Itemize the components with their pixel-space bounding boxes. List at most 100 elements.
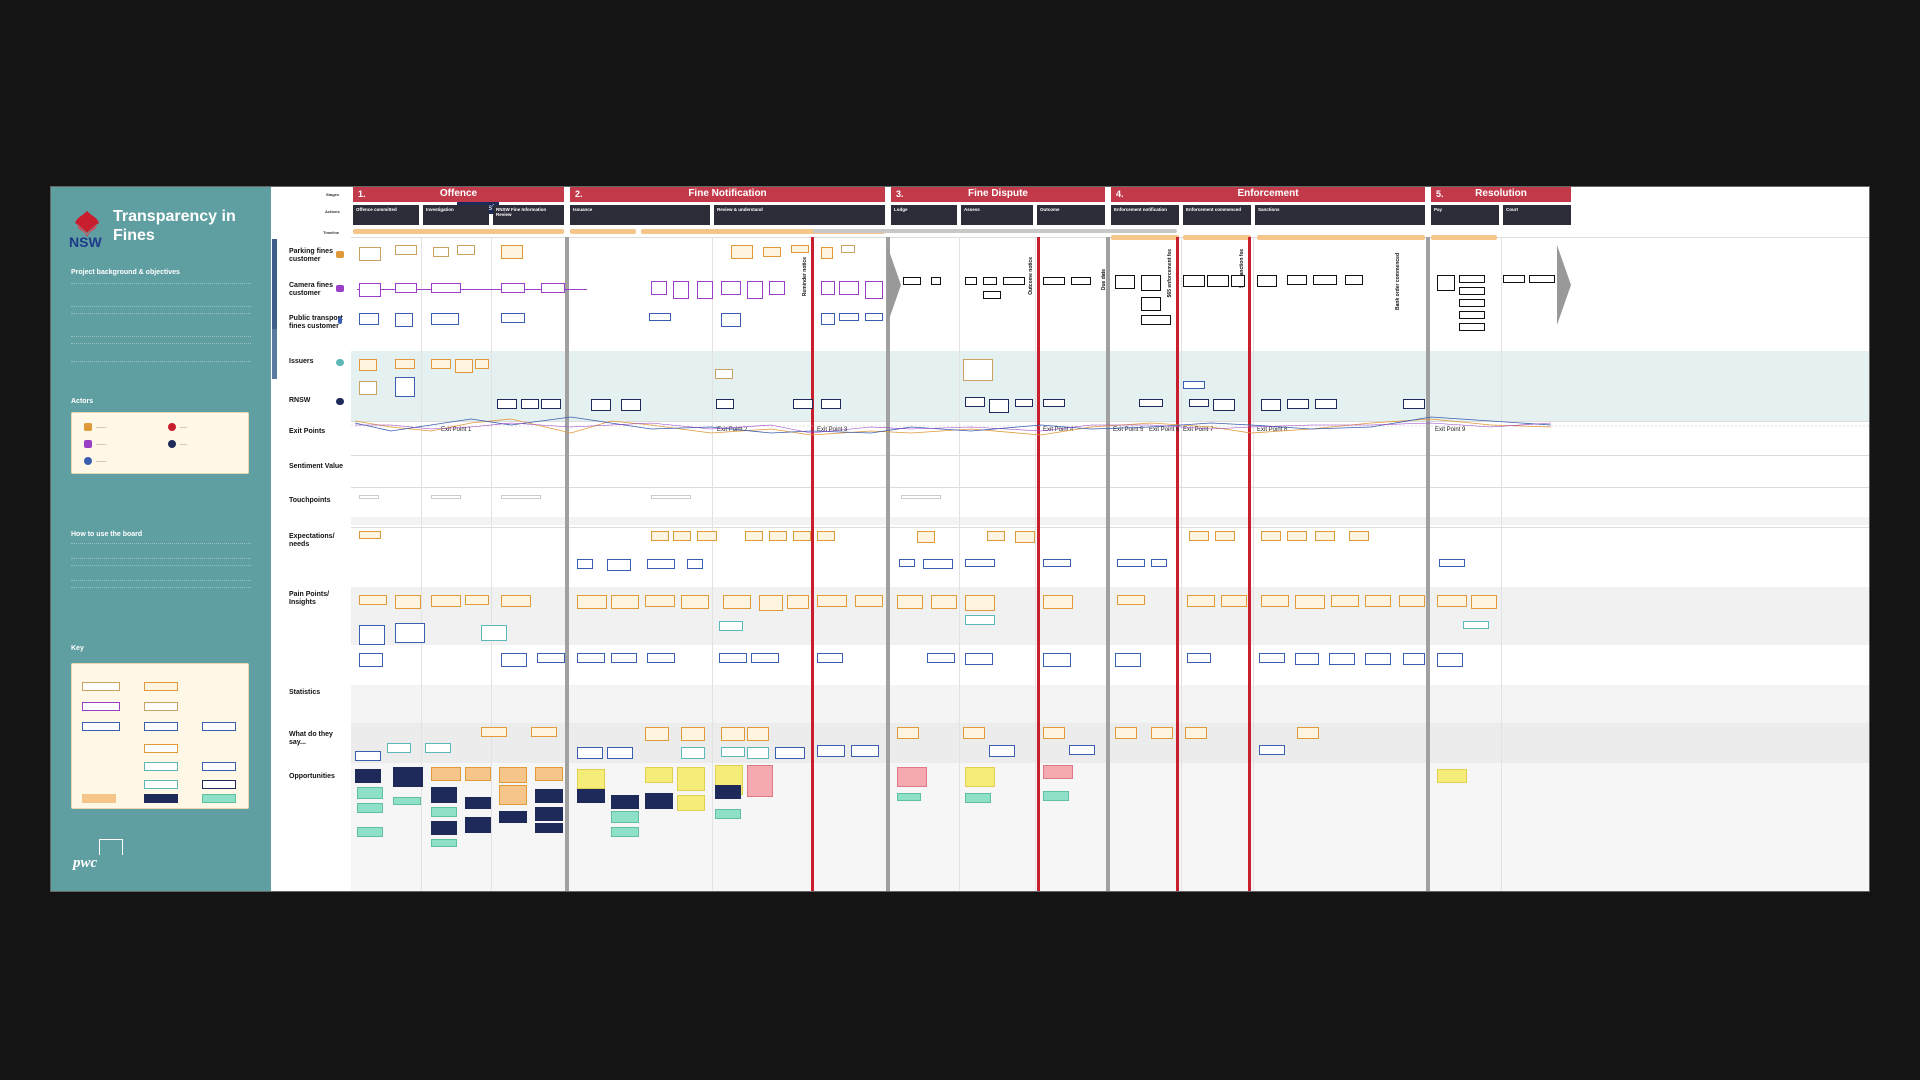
chevron-right-icon bbox=[887, 245, 901, 325]
statistics-row-label: Statistics bbox=[289, 689, 321, 696]
rnsw-icon bbox=[168, 440, 176, 448]
pedestrian-icon bbox=[84, 457, 92, 465]
sentiment-row-label: Sentiment Value bbox=[289, 463, 344, 470]
timeline-bar-dispute bbox=[813, 229, 1177, 233]
exit-point-7: Exit Point 7 bbox=[1183, 427, 1214, 433]
camera-icon bbox=[84, 440, 92, 448]
milestone-line-enforcement-fee bbox=[1176, 237, 1179, 891]
stage-separator bbox=[1426, 237, 1430, 891]
nsw-waratah-icon bbox=[75, 211, 99, 237]
timeline-bar-enf-2 bbox=[1183, 235, 1251, 240]
milestone-outcome-notice: Outcome notice bbox=[1028, 257, 1034, 295]
stage-separator bbox=[886, 237, 890, 891]
exit-point-5: Exit Point 5 bbox=[1113, 427, 1144, 433]
chevron-right-icon bbox=[1557, 245, 1571, 325]
expectations-row-label: Expectations/ needs bbox=[289, 533, 335, 548]
public-transport-row-label: Public transport fines customer bbox=[289, 315, 343, 330]
issuer-icon bbox=[336, 359, 344, 366]
pain-points-row-label: Pain Points/ Insights bbox=[289, 591, 330, 606]
action-pay: Pay bbox=[1431, 205, 1499, 225]
milestone-reminder-notice: Reminder notice bbox=[802, 257, 808, 297]
action-lodge: Lodge bbox=[891, 205, 957, 225]
exit-point-1: Exit Point 1 bbox=[441, 427, 472, 433]
what-they-say-row-label: What do they say... bbox=[289, 731, 333, 746]
milestone-line-sanction-fee bbox=[1248, 237, 1251, 891]
timeline-bar-enf-3 bbox=[1257, 235, 1425, 240]
actors-band-2 bbox=[272, 329, 277, 379]
milestone-due-date: Due date bbox=[1101, 269, 1107, 291]
key-legend-card bbox=[71, 663, 249, 809]
project-title: Transparency in Fines bbox=[113, 208, 236, 244]
action-sanctions: Sanctions bbox=[1255, 205, 1425, 225]
timeline-bar-enf-1 bbox=[1111, 235, 1179, 240]
journey-map-board: NSW Transparency in Fines Project backgr… bbox=[50, 186, 1870, 892]
timeline-bar-resolution bbox=[1431, 235, 1497, 240]
journey-grid: 1. Offence 2. Fine Notification 3. Fine Dis… bbox=[351, 187, 1869, 891]
exit-point-4: Exit Point 4 bbox=[1043, 427, 1074, 433]
car-icon bbox=[336, 251, 344, 258]
pwc-mark-icon bbox=[99, 839, 123, 855]
camera-flow-line bbox=[357, 289, 587, 290]
exit-point-6: Exit Point 6 bbox=[1149, 427, 1180, 433]
rnsw-row-label: RNSW bbox=[289, 397, 311, 404]
pwc-logo: pwc bbox=[73, 855, 98, 871]
exit-point-9: Exit Point 9 bbox=[1435, 427, 1466, 433]
camera-row-label: Camera fines customer bbox=[289, 282, 333, 297]
stage-header-fine-dispute: 3. Fine Dispute bbox=[891, 187, 1105, 202]
issuers-rnsw-band bbox=[351, 351, 1869, 421]
background-heading: Project background & objectives bbox=[71, 269, 180, 276]
stage-header-offence: 1. Offence bbox=[353, 187, 564, 202]
action-enforcement-notification: Enforcement notification bbox=[1111, 205, 1179, 225]
action-review-understand: Review & understand bbox=[714, 205, 885, 225]
stage-separator bbox=[565, 237, 569, 891]
action-court: Court bbox=[1503, 205, 1571, 225]
action-outcome: Outcome bbox=[1037, 205, 1105, 225]
camera-icon bbox=[336, 285, 344, 292]
milestone-enforcement-fee: $65 enforcement fee bbox=[1167, 249, 1173, 298]
timeline-bar-issuance bbox=[570, 229, 636, 234]
what-they-say-band bbox=[351, 723, 1869, 763]
stage-header-enforcement: 4. Enforcement bbox=[1111, 187, 1425, 202]
parking-car-icon bbox=[84, 423, 92, 431]
action-enforcement-commenced: Enforcement commenced bbox=[1183, 205, 1251, 225]
actions-label: Actions bbox=[325, 209, 340, 214]
pedestrian-icon bbox=[338, 317, 342, 324]
exit-point-8: Exit Point 8 bbox=[1257, 427, 1288, 433]
action-offence-committed: Offence committed bbox=[353, 205, 419, 225]
exit-point-2: Exit Point 2 bbox=[717, 427, 748, 433]
stage-header-fine-notification: 2. Fine Notification bbox=[570, 187, 885, 202]
issuer-icon bbox=[168, 423, 176, 431]
issuers-row-label: Issuers bbox=[289, 358, 314, 365]
timeline-label: Timeline bbox=[323, 230, 340, 235]
timeline-bar-review bbox=[641, 229, 885, 234]
exit-point-3: Exit Point 3 bbox=[817, 427, 848, 433]
milestone-bank-order: Bank order commenced bbox=[1395, 253, 1401, 310]
action-issuance: Issuance bbox=[570, 205, 710, 225]
parking-row-label: Parking fines customer bbox=[289, 248, 333, 263]
project-sidebar: NSW Transparency in Fines Project backgr… bbox=[51, 187, 271, 891]
stages-label: Stages bbox=[326, 192, 340, 197]
milestone-line-outcome bbox=[1037, 237, 1040, 891]
sentiment-chart bbox=[351, 416, 1869, 436]
action-investigation: Investigation bbox=[423, 205, 489, 225]
opportunities-row-label: Opportunities bbox=[289, 773, 335, 780]
rnsw-icon bbox=[336, 398, 344, 405]
background-text-block bbox=[71, 283, 251, 371]
howto-heading: How to use the board bbox=[71, 531, 143, 538]
row-labels-column: Work in progress* Stages Actions Timelin… bbox=[271, 187, 501, 891]
exit-points-row-label: Exit Points bbox=[289, 428, 326, 435]
key-heading: Key bbox=[71, 645, 84, 652]
actors-band bbox=[272, 239, 277, 329]
actors-heading: Actors bbox=[71, 398, 94, 405]
timeline-bar-offence bbox=[353, 229, 564, 234]
action-rnsw-review: RNSW Fine Information Review bbox=[493, 205, 564, 225]
milestone-line-reminder bbox=[811, 237, 814, 891]
statistics-band bbox=[351, 685, 1869, 723]
touchpoints-row-label: Touchpoints bbox=[289, 497, 331, 504]
howto-text-block bbox=[71, 543, 251, 597]
stage-separator bbox=[1106, 237, 1110, 891]
action-assess: Assess bbox=[961, 205, 1033, 225]
actors-legend-card: ――― ――― ――― ―― ―― bbox=[71, 412, 249, 474]
nsw-logo-text: NSW bbox=[69, 234, 102, 250]
stage-header-resolution: 5. Resolution bbox=[1431, 187, 1571, 202]
